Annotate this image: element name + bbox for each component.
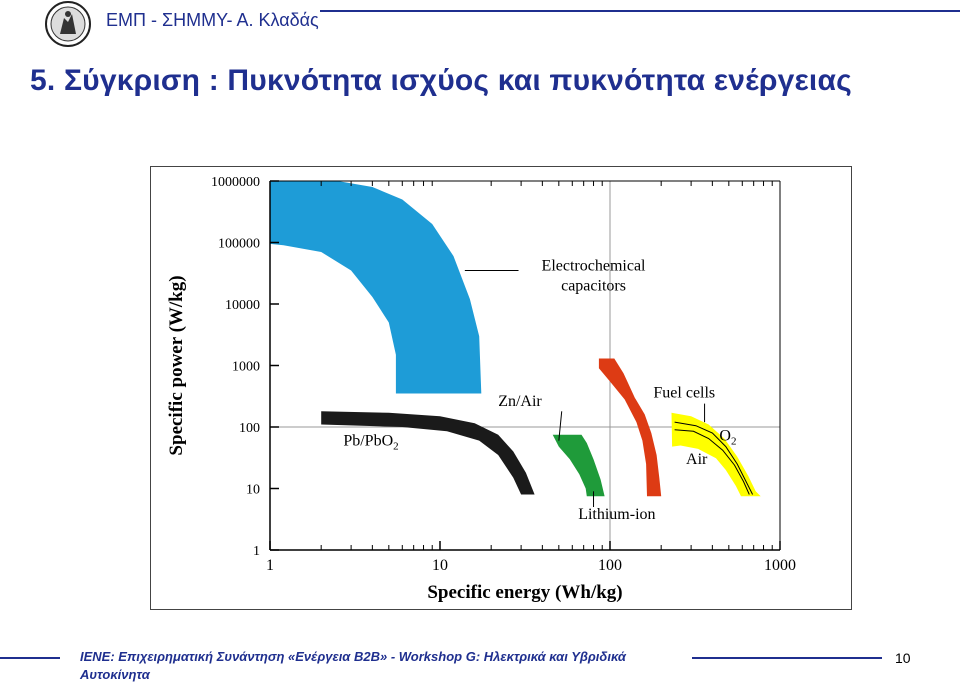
footer-divider-left — [0, 657, 60, 659]
label-air: Air — [686, 451, 708, 468]
y-tick-label: 10000 — [225, 298, 260, 313]
page-number: 10 — [895, 650, 911, 666]
y-tick-label: 1000000 — [211, 175, 260, 190]
x-tick-label: 10 — [432, 557, 448, 574]
label-o2: O2 — [719, 428, 736, 448]
x-axis-label: Specific energy (Wh/kg) — [427, 582, 622, 603]
x-tick-label: 1 — [266, 557, 274, 574]
slide-title: 5. Σύγκριση : Πυκνότητα ισχύος και πυκνό… — [30, 64, 852, 97]
footer-divider-right — [692, 657, 882, 659]
y-tick-label: 10 — [246, 483, 260, 498]
region-fuel-cells — [671, 412, 761, 497]
y-tick-label: 1 — [253, 544, 260, 559]
label-zn-air: Zn/Air — [498, 393, 542, 410]
header-divider — [320, 10, 960, 12]
fuel-cell-o2-curve — [674, 421, 754, 495]
region-lithium-ion — [598, 358, 662, 497]
x-tick-label: 1000 — [764, 557, 796, 574]
header-text: ΕΜΠ - ΣΗΜΜΥ- Α. Κλαδάς — [106, 10, 319, 30]
label-pb-pbo2: Pb/PbO2 — [343, 433, 398, 453]
region-electrochemical-capacitors — [270, 181, 482, 394]
chart-svg: 1 10 100 1000 1 10 100 1000 10000 100000 1000000 Sp… — [149, 165, 853, 611]
label-fuel-cells: Fuel cells — [653, 385, 715, 402]
region-pb-pbo2 — [321, 411, 535, 495]
chart: 1 10 100 1000 1 10 100 1000 10000 100000 1000000 Sp… — [149, 165, 853, 611]
footer-text: ΙΕΝΕ: Επιχειρηματική Συνάντηση «Ενέργεια… — [80, 649, 626, 682]
label-electrochemical-capacitors: Electrochemical capacitors — [542, 258, 646, 295]
x-tick-label: 100 — [598, 557, 622, 574]
fuel-cell-air-curve — [674, 429, 750, 495]
chart-border — [149, 165, 853, 611]
label-lithium-ion: Lithium-ion — [578, 506, 655, 523]
y-axis-label: Specific power (W/kg) — [166, 275, 187, 455]
y-tick-label: 100000 — [218, 237, 260, 252]
region-zn-air — [552, 434, 605, 497]
label-zn-air-leader — [558, 411, 563, 441]
y-tick-label: 1000 — [232, 360, 260, 375]
y-tick-label: 100 — [239, 421, 260, 436]
university-seal-logo — [44, 0, 92, 48]
